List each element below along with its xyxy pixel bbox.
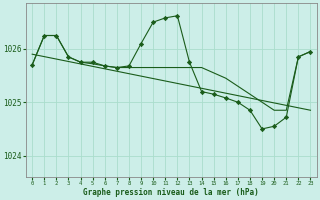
X-axis label: Graphe pression niveau de la mer (hPa): Graphe pression niveau de la mer (hPa) [84,188,259,197]
